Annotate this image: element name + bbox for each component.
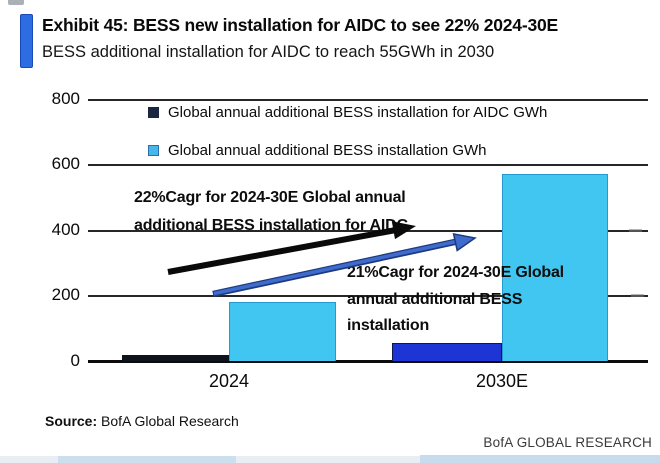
exhibit-subtitle: BESS additional installation for AIDC to… xyxy=(42,43,495,61)
x-label-2024: 2024 xyxy=(208,371,250,391)
legend-item-total: Global annual additional BESS installati… xyxy=(148,142,487,159)
bars-layer xyxy=(122,174,608,361)
x-axis-line xyxy=(88,360,648,363)
bottom-strip-segment xyxy=(58,456,236,463)
bar-aidc-2030e xyxy=(392,343,502,361)
y-tick-label: 800 xyxy=(51,89,80,108)
annotation-21pct-cagr: 21%Cagr for 2024-30E Global annual addit… xyxy=(347,264,564,334)
x-label-2030e: 2030E xyxy=(475,371,529,391)
y-tick-label: 400 xyxy=(51,220,80,239)
gridline-600 xyxy=(88,164,648,166)
source-label: Source: xyxy=(45,413,98,429)
bar-aidc-2024 xyxy=(122,355,229,361)
y-tick-label: 200 xyxy=(51,285,80,304)
right-tick-mark xyxy=(629,229,642,232)
exhibit-title: Exhibit 45: BESS new installation for AI… xyxy=(42,15,559,35)
legend-swatch-lightblue xyxy=(148,145,159,156)
source-note: Source: BofA Global Research xyxy=(45,413,239,429)
gridline-800 xyxy=(88,99,648,101)
exhibit-accent-bar xyxy=(20,14,33,68)
bottom-strip-segment xyxy=(420,455,660,463)
bar-total-2024 xyxy=(229,302,336,361)
photo-corner-artifact xyxy=(8,0,24,5)
right-tick-mark xyxy=(631,294,644,297)
legend-label: Global annual additional BESS installati… xyxy=(168,104,548,121)
source-text: BofA Global Research xyxy=(101,413,239,429)
legend-label: Global annual additional BESS installati… xyxy=(168,142,487,159)
brand-footer: BofA GLOBAL RESEARCH xyxy=(483,435,652,450)
y-tick-label: 0 xyxy=(70,351,80,370)
bottom-strip xyxy=(0,456,660,463)
bar-total-2030e xyxy=(502,174,608,361)
legend-swatch-navy xyxy=(148,107,159,118)
legend-item-aidc: Global annual additional BESS installati… xyxy=(148,104,547,121)
annotation-22pct-cagr: 22%Cagr for 2024-30E Global annual addit… xyxy=(134,189,408,234)
y-tick-label: 600 xyxy=(51,154,80,173)
